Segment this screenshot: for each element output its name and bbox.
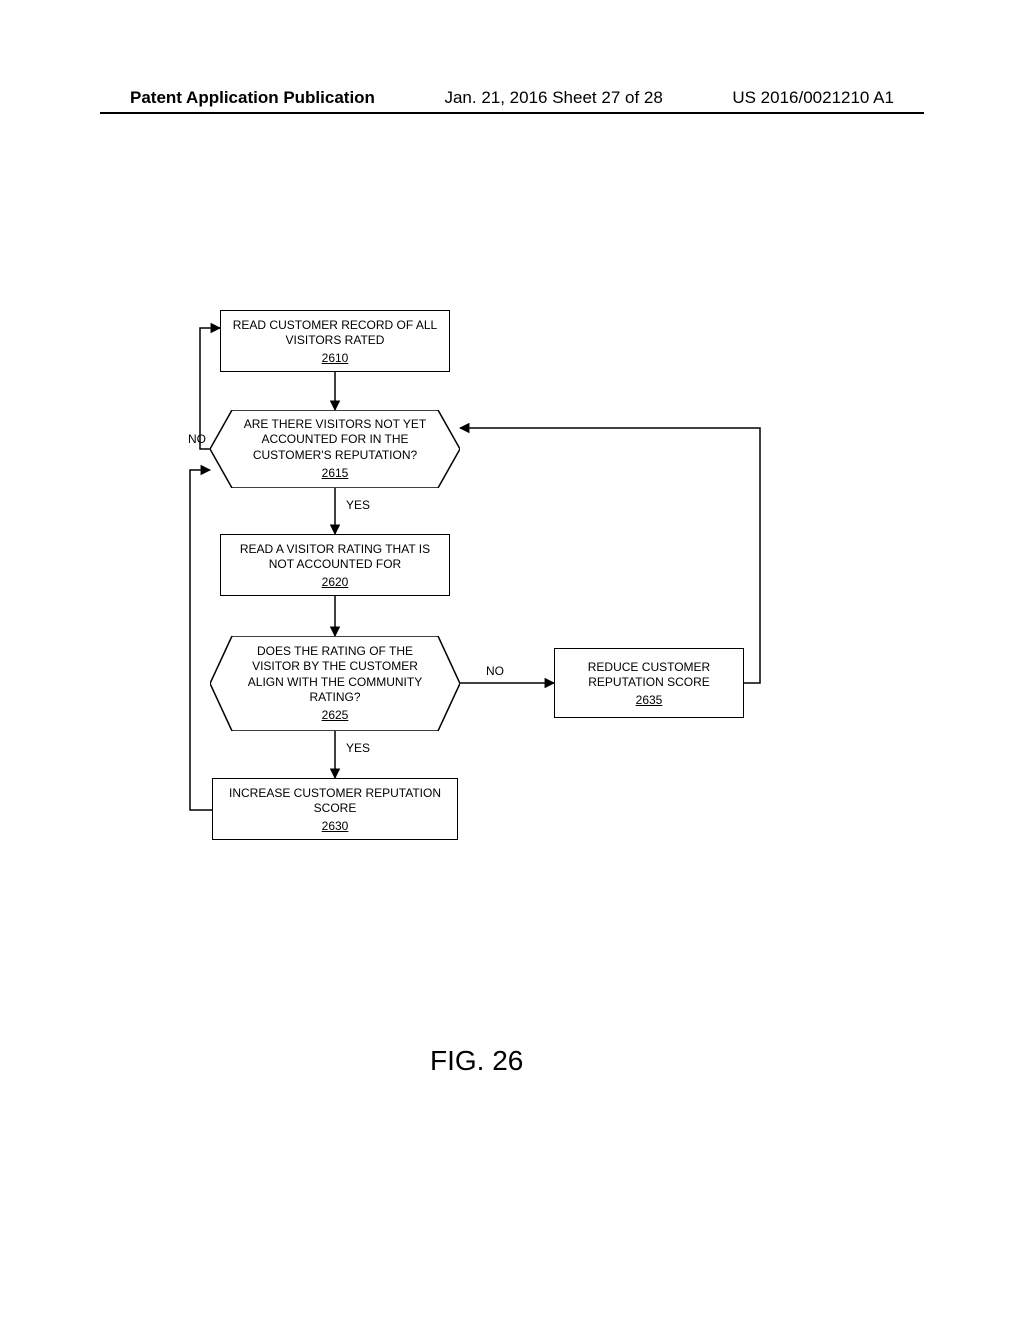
figure-caption: FIG. 26 (430, 1045, 523, 1077)
node-2615-text: ARE THERE VISITORS NOT YET ACCOUNTED FOR… (238, 417, 432, 464)
node-2610-text: READ CUSTOMER RECORD OF ALL VISITORS RAT… (229, 318, 441, 349)
page: Patent Application Publication Jan. 21, … (0, 0, 1024, 1320)
node-2620-text: READ A VISITOR RATING THAT IS NOT ACCOUN… (229, 542, 441, 573)
node-2610-ref: 2610 (322, 351, 349, 367)
label-yes-2625: YES (344, 741, 372, 755)
node-2635-text: REDUCE CUSTOMER REPUTATION SCORE (563, 660, 735, 691)
node-2630-text: INCREASE CUSTOMER REPUTATION SCORE (221, 786, 449, 817)
node-2630-ref: 2630 (322, 819, 349, 835)
connectors-svg (0, 0, 1024, 1320)
node-2630: INCREASE CUSTOMER REPUTATION SCORE 2630 (212, 778, 458, 840)
node-2625-text: DOES THE RATING OF THE VISITOR BY THE CU… (238, 644, 432, 706)
node-2615-ref: 2615 (322, 466, 349, 482)
node-2625: DOES THE RATING OF THE VISITOR BY THE CU… (210, 636, 460, 731)
node-2610: READ CUSTOMER RECORD OF ALL VISITORS RAT… (220, 310, 450, 372)
label-no-2615: NO (186, 432, 208, 446)
node-2620-ref: 2620 (322, 575, 349, 591)
node-2620: READ A VISITOR RATING THAT IS NOT ACCOUN… (220, 534, 450, 596)
node-2635: REDUCE CUSTOMER REPUTATION SCORE 2635 (554, 648, 744, 718)
label-no-2625: NO (484, 664, 506, 678)
node-2615: ARE THERE VISITORS NOT YET ACCOUNTED FOR… (210, 410, 460, 488)
label-yes-2615: YES (344, 498, 372, 512)
node-2635-ref: 2635 (636, 693, 663, 709)
flowchart: READ CUSTOMER RECORD OF ALL VISITORS RAT… (0, 0, 1024, 1320)
node-2625-ref: 2625 (322, 708, 349, 724)
